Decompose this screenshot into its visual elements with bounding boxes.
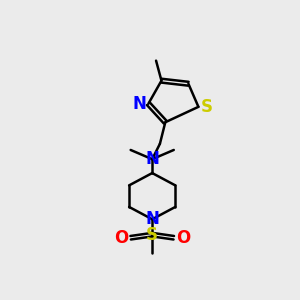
Text: N: N [145, 150, 159, 168]
Text: S: S [146, 226, 158, 244]
Text: O: O [114, 229, 128, 247]
Text: N: N [132, 95, 146, 113]
Text: O: O [176, 229, 190, 247]
Text: S: S [201, 98, 213, 116]
Text: N: N [145, 210, 159, 228]
